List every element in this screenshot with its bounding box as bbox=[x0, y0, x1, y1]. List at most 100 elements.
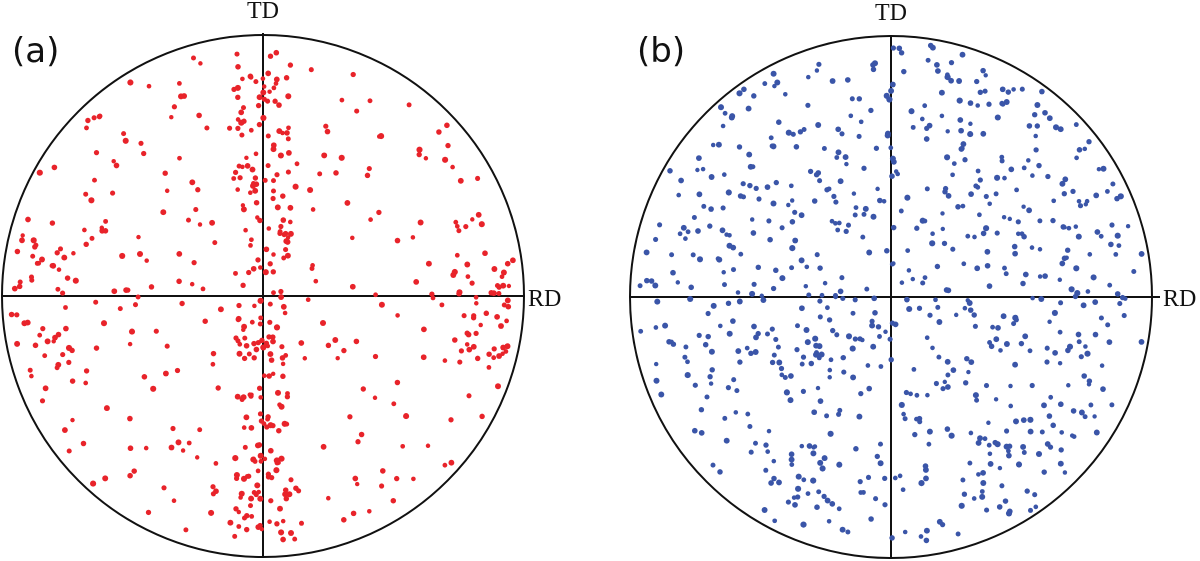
pole-point bbox=[1108, 241, 1114, 248]
pole-point bbox=[232, 455, 239, 462]
pole-point bbox=[805, 491, 811, 496]
pole-point bbox=[1044, 345, 1050, 351]
pole-point bbox=[285, 169, 291, 175]
pole-point bbox=[210, 361, 216, 367]
pole-point bbox=[839, 526, 846, 533]
pole-point bbox=[474, 301, 479, 306]
pole-point bbox=[194, 455, 200, 460]
pole-point bbox=[944, 426, 951, 432]
pole-point bbox=[278, 223, 284, 230]
pole-point bbox=[266, 373, 272, 379]
pole-point bbox=[1030, 173, 1035, 178]
pole-point bbox=[473, 330, 479, 337]
pole-point bbox=[958, 502, 965, 509]
pole-point bbox=[856, 413, 863, 420]
pole-point bbox=[465, 331, 472, 338]
pole-point bbox=[395, 313, 400, 318]
pole-point bbox=[980, 230, 987, 237]
pole-point bbox=[727, 232, 732, 238]
pole-point bbox=[889, 155, 896, 162]
pole-point bbox=[1027, 507, 1034, 513]
pole-point bbox=[417, 219, 424, 226]
pole-point bbox=[792, 502, 798, 508]
pole-point bbox=[1020, 280, 1026, 287]
pole-point bbox=[195, 187, 201, 193]
pole-point bbox=[499, 274, 505, 280]
pole-point bbox=[984, 248, 991, 255]
pole-point bbox=[285, 136, 291, 142]
pole-point bbox=[837, 288, 844, 295]
pole-point bbox=[454, 223, 460, 229]
pole-point bbox=[935, 304, 941, 310]
pole-point bbox=[60, 290, 66, 296]
pole-point bbox=[842, 154, 849, 161]
pole-point bbox=[859, 337, 865, 343]
pole-point bbox=[844, 77, 851, 83]
pole-point bbox=[945, 372, 951, 378]
panel-a-td-label: TD bbox=[247, 0, 279, 24]
pole-point bbox=[834, 155, 840, 160]
pole-point bbox=[878, 364, 884, 369]
pole-point bbox=[667, 168, 673, 174]
pole-point bbox=[817, 265, 823, 271]
pole-point bbox=[1048, 394, 1054, 400]
pole-point bbox=[999, 154, 1005, 160]
pole-point bbox=[725, 300, 732, 307]
pole-point bbox=[962, 157, 968, 163]
pole-point bbox=[904, 194, 911, 201]
pole-point bbox=[696, 332, 702, 338]
pole-point bbox=[883, 329, 888, 335]
pole-point bbox=[960, 477, 966, 483]
pole-point bbox=[897, 473, 903, 479]
pole-point bbox=[1090, 274, 1097, 281]
pole-point bbox=[904, 296, 910, 303]
pole-point bbox=[373, 292, 378, 298]
pole-point bbox=[1066, 383, 1071, 388]
pole-point bbox=[974, 78, 980, 85]
pole-point bbox=[792, 209, 798, 215]
pole-point bbox=[826, 317, 833, 323]
pole-point bbox=[215, 385, 221, 391]
pole-point bbox=[368, 217, 373, 222]
pole-point bbox=[675, 280, 681, 285]
pole-point bbox=[804, 264, 810, 270]
pole-point bbox=[676, 192, 682, 198]
pole-point bbox=[237, 175, 243, 181]
pole-point bbox=[870, 213, 877, 220]
pole-point bbox=[285, 235, 291, 240]
pole-point bbox=[1075, 331, 1082, 338]
pole-point bbox=[708, 206, 714, 212]
pole-point bbox=[1019, 86, 1025, 92]
pole-point bbox=[984, 507, 990, 513]
pole-point bbox=[186, 217, 191, 223]
pole-point bbox=[827, 430, 834, 437]
pole-point bbox=[204, 125, 210, 131]
pole-point bbox=[849, 345, 856, 352]
pole-point bbox=[690, 252, 696, 258]
pole-point bbox=[922, 103, 928, 109]
pole-point bbox=[653, 236, 659, 242]
pole-point bbox=[16, 283, 23, 290]
pole-point bbox=[265, 343, 271, 349]
pole-point bbox=[83, 241, 89, 248]
pole-point bbox=[1027, 428, 1034, 435]
pole-point bbox=[942, 379, 948, 385]
pole-point bbox=[55, 286, 61, 292]
pole-point bbox=[968, 191, 974, 197]
pole-point bbox=[910, 124, 916, 130]
pole-point bbox=[1098, 315, 1104, 321]
pole-point bbox=[505, 303, 512, 310]
pole-point bbox=[1007, 216, 1013, 222]
pole-point bbox=[967, 460, 973, 466]
pole-point bbox=[269, 474, 275, 481]
pole-point bbox=[848, 113, 854, 119]
pole-point bbox=[982, 88, 988, 94]
pole-point bbox=[745, 105, 752, 112]
pole-point bbox=[738, 251, 744, 257]
pole-point bbox=[888, 87, 895, 94]
pole-point bbox=[877, 334, 882, 339]
pole-point bbox=[817, 314, 823, 320]
pole-point bbox=[190, 55, 197, 61]
pole-point bbox=[696, 256, 704, 263]
pole-point bbox=[281, 255, 287, 261]
